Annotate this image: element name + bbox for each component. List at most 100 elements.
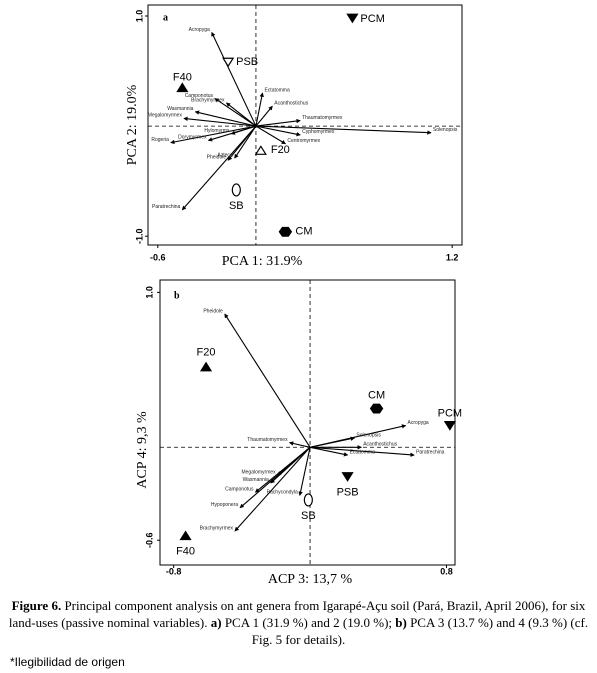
vector-label: Ectatomma [264,87,290,93]
point-label: CM [368,389,385,401]
panel-label: a [163,12,168,23]
loading-vector [225,102,257,127]
vector-label: Ectatomma [350,449,376,455]
y-tick-label: -1.0 [134,228,144,244]
supplementary-point [303,493,313,507]
point-label: F40 [173,71,192,83]
supplementary-point [369,403,384,414]
vector-label: Brachymyrmex [200,525,234,531]
point-label: SB [301,510,316,522]
vector-label: Camponotus [225,487,254,493]
x-tick-label: -0.8 [166,566,182,576]
vector-label: Hylomyrmx [204,128,229,134]
loading-vector [298,447,311,497]
panel: b -0.8 0.8 -0.6 1.0 ACP 3: 13,7 % ACP 4: 9,3 %… [135,279,462,587]
loading-vector [255,118,301,127]
loading-vector [309,446,349,457]
point-label: PSB [337,487,359,499]
x-tick-label: -0.6 [150,252,166,262]
supplementary-point [341,472,354,482]
vector-label: Thaumatomyrmex [302,115,343,121]
vector-label: Dorymyrmex [178,135,207,141]
vector-label: Centromyrmex [287,138,320,144]
y-tick-label: 1.0 [134,10,144,23]
loading-vector [277,446,311,476]
loading-vector [181,125,257,211]
vector-label: Rogeria [151,137,169,143]
y-tick-label: 1.0 [144,286,154,299]
loading-vector [288,441,311,448]
x-axis-label: ACP 3: 13,7 % [268,572,353,587]
vector-label: Acanthostichus [363,442,397,448]
vector-label: Megalomyrmex [148,113,183,119]
caption: Figure 6. Principal component analysis o… [8,597,589,648]
caption-segment: Figure 6. [11,598,62,613]
vector-label: Wasmannia [167,106,193,112]
loading-vector [214,98,257,127]
supplementary-point [254,145,267,155]
loading-vector [170,125,257,145]
loading-vector [234,446,311,532]
vector-label: Solenopsis [356,432,381,438]
vector-label: Brachymyrmex [191,97,225,103]
supplementary-point [443,420,456,431]
loading-vector [183,116,256,127]
caption-segment: Principal component analysis on ant gene… [8,598,586,630]
loading-vector [224,313,311,448]
point-label: CM [295,226,312,238]
note: *Ilegibilidad de origen [10,655,125,669]
point-label: F20 [197,347,216,359]
loading-vector [255,125,301,137]
loading-vector [255,125,287,145]
y-axis-label: ACP 4: 9,3 % [135,411,150,489]
loading-vector [227,125,257,161]
vector-label: Acanthostichus [274,101,308,107]
vector-label: Pheidole [203,308,223,314]
vector-label: Solenopsis [433,127,458,133]
panel: a -0.6 1.2 -1.0 1.0 PCA 1: 31.9% PCA 2: 19.0% A… [125,4,463,269]
loading-vector [255,92,264,127]
loading-vector [310,446,415,457]
vector-label: Paratrechina [416,449,445,455]
x-tick-label: 1.2 [446,252,459,262]
supplementary-point [179,530,192,541]
y-tick-label: -0.6 [144,532,154,548]
x-axis-label: PCA 1: 31.9% [222,254,303,269]
loading-vector [309,436,356,448]
vector-label: Camponotus [185,93,214,99]
loading-vector [230,125,257,135]
supplementary-point [176,82,189,93]
caption-segment: PCA 3 (13.7 %) and 4 (9.3 %) (cf. Fig. 5… [251,615,589,647]
supplementary-point [231,183,241,197]
plot-frame [147,4,463,246]
figure: a -0.6 1.2 -1.0 1.0 PCA 1: 31.9% PCA 2: 19.0% A… [125,4,463,587]
caption-segment: PCA 1 (31.9 %) and 2 (19.0 %); [221,615,396,630]
supplementary-point [222,57,235,68]
vector-label: Azteca [217,152,233,158]
vector-label: Acropyga [189,27,210,33]
vector-label: Megalomyrmex [241,469,276,475]
point-label: PSB [236,56,258,68]
point-label: PCM [438,408,462,420]
vector-label: Wasmannia [243,477,269,483]
point-label: SB [229,200,244,212]
y-axis-label: PCA 2: 19.0% [125,84,140,165]
supplementary-point [278,226,293,237]
supplementary-point [346,13,359,24]
point-label: F20 [271,144,290,156]
caption-segment: a) [210,615,222,630]
loading-vector [255,125,432,135]
vector-label: Cyphomyrmex [302,129,335,135]
vector-label: Hypoponera [211,502,238,508]
vector-label: Pachycondyla [267,490,298,496]
vector-label: Pheidole [207,155,227,161]
loading-vector [211,31,257,127]
panel-label: b [174,290,180,301]
loading-vector [234,125,257,159]
loading-vector [255,105,273,127]
point-label: F40 [176,545,195,557]
vector-label: Thaumatomyrmex [247,437,288,443]
vector-label: Paratrechina [152,204,181,210]
loading-vector [194,110,257,127]
